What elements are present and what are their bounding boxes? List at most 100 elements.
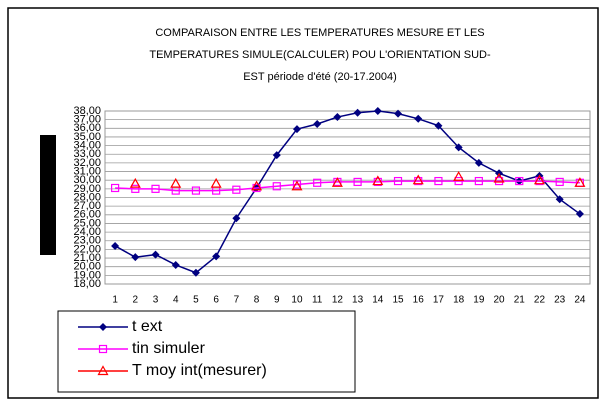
x-tick-label: 11 bbox=[312, 295, 323, 306]
x-tick-label: 10 bbox=[291, 295, 303, 306]
marker bbox=[373, 107, 382, 115]
x-tick-label: 2 bbox=[133, 295, 139, 306]
x-tick-label: 23 bbox=[554, 295, 566, 306]
marker bbox=[574, 177, 586, 187]
y-tick-label: 35,00 bbox=[73, 131, 101, 143]
x-tick-label: 1 bbox=[112, 295, 118, 306]
y-tick-label: 23,00 bbox=[73, 235, 101, 247]
y-tick-label: 33,00 bbox=[73, 148, 101, 160]
marker bbox=[151, 250, 160, 259]
y-tick-label: 34,00 bbox=[73, 140, 101, 152]
x-tick-label: 5 bbox=[193, 295, 199, 306]
marker bbox=[151, 184, 160, 193]
marker bbox=[412, 174, 424, 185]
x-tick-label: 22 bbox=[534, 295, 546, 306]
marker bbox=[291, 180, 303, 191]
axis-label-block bbox=[40, 135, 56, 255]
x-tick-label: 17 bbox=[433, 295, 445, 306]
y-tick-label: 27,00 bbox=[73, 200, 101, 212]
y-tick-label: 37,00 bbox=[73, 114, 101, 126]
marker bbox=[129, 177, 141, 188]
y-tick-label: 24,00 bbox=[73, 226, 101, 238]
marker bbox=[414, 114, 423, 123]
marker bbox=[575, 209, 584, 218]
marker bbox=[333, 113, 342, 122]
marker bbox=[99, 323, 107, 331]
y-tick-label: 36,00 bbox=[73, 122, 101, 134]
x-tick-label: 12 bbox=[332, 295, 344, 306]
x-tick-label: 6 bbox=[213, 295, 219, 306]
y-tick-label: 28,00 bbox=[73, 191, 101, 203]
marker bbox=[251, 180, 263, 191]
x-tick-label: 24 bbox=[574, 295, 586, 306]
y-tick-label: 38,00 bbox=[73, 105, 101, 117]
legend-label: T moy int(mesurer) bbox=[132, 362, 267, 379]
marker bbox=[434, 121, 443, 130]
marker bbox=[272, 151, 281, 160]
y-tick-label: 21,00 bbox=[73, 252, 101, 264]
x-tick-label: 18 bbox=[453, 295, 465, 306]
legend bbox=[57, 310, 356, 393]
marker bbox=[191, 186, 201, 195]
marker bbox=[372, 175, 384, 186]
x-tick-label: 4 bbox=[173, 295, 179, 306]
marker bbox=[555, 177, 564, 187]
y-tick-label: 25,00 bbox=[73, 217, 101, 229]
x-tick-label: 20 bbox=[494, 295, 506, 306]
marker bbox=[232, 185, 241, 194]
marker bbox=[111, 183, 120, 193]
marker bbox=[272, 182, 281, 191]
marker bbox=[313, 178, 322, 187]
marker bbox=[210, 177, 222, 188]
marker bbox=[170, 177, 182, 188]
marker bbox=[98, 344, 108, 354]
marker bbox=[533, 174, 546, 185]
chart-title: TEMPERATURES SIMULE(CALCULER) POU L'ORIE… bbox=[149, 49, 491, 61]
marker bbox=[131, 253, 140, 262]
legend-label: tin simuler bbox=[132, 340, 206, 357]
chart-title: EST période d'été (20-17.2004) bbox=[243, 71, 397, 83]
x-tick-label: 21 bbox=[514, 295, 526, 306]
y-tick-label: 31,00 bbox=[73, 165, 101, 177]
marker bbox=[453, 171, 465, 181]
marker bbox=[111, 241, 120, 250]
marker bbox=[434, 176, 443, 186]
x-tick-label: 7 bbox=[234, 295, 240, 306]
y-tick-label: 30,00 bbox=[73, 174, 101, 186]
y-tick-label: 29,00 bbox=[73, 183, 101, 195]
x-tick-label: 3 bbox=[153, 295, 159, 306]
marker bbox=[331, 177, 343, 187]
y-tick-label: 22,00 bbox=[73, 243, 101, 255]
y-tick-label: 32,00 bbox=[73, 157, 101, 169]
marker bbox=[474, 158, 483, 167]
marker bbox=[353, 177, 362, 187]
x-tick-label: 19 bbox=[473, 295, 485, 306]
marker bbox=[212, 252, 221, 261]
marker bbox=[454, 176, 463, 186]
marker bbox=[493, 172, 505, 183]
x-tick-label: 14 bbox=[372, 295, 384, 306]
marker bbox=[454, 143, 463, 152]
marker bbox=[515, 176, 524, 186]
marker bbox=[555, 195, 564, 204]
y-tick-label: 18,00 bbox=[73, 278, 101, 290]
marker bbox=[474, 176, 483, 186]
x-tick-label: 16 bbox=[413, 295, 425, 306]
marker bbox=[131, 184, 140, 193]
chart-title: COMPARAISON ENTRE LES TEMPERATURES MESUR… bbox=[155, 27, 484, 39]
x-tick-label: 8 bbox=[254, 295, 260, 306]
marker bbox=[292, 125, 301, 134]
y-tick-label: 19,00 bbox=[73, 269, 101, 281]
x-tick-label: 13 bbox=[352, 295, 364, 306]
x-tick-label: 15 bbox=[392, 295, 404, 306]
x-tick-label: 9 bbox=[274, 295, 280, 306]
y-tick-label: 20,00 bbox=[73, 261, 101, 273]
marker bbox=[171, 260, 180, 269]
marker bbox=[232, 214, 241, 223]
marker bbox=[393, 176, 403, 186]
marker bbox=[313, 119, 322, 128]
legend-label: t ext bbox=[132, 318, 163, 335]
y-tick-label: 26,00 bbox=[73, 209, 101, 221]
series-line bbox=[114, 110, 581, 274]
